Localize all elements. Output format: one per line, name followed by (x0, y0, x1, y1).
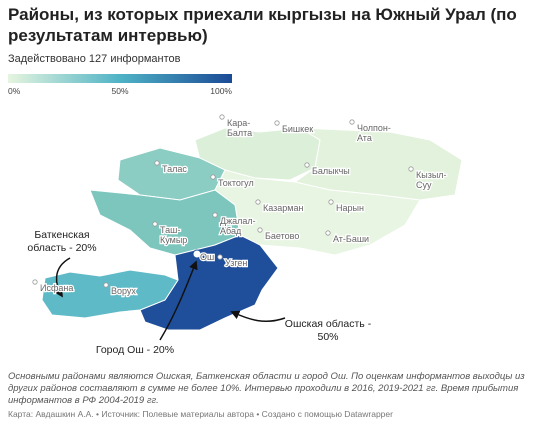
legend: 0% 50% 100% (8, 86, 232, 96)
place-label: Чолпон- (357, 123, 391, 133)
city-dot (408, 166, 414, 172)
city-dot (304, 162, 310, 168)
city-dot (32, 279, 38, 285)
arrow (159, 260, 198, 341)
place-label: Казарман (263, 203, 303, 213)
city-dot (257, 227, 263, 233)
place-label: Талас (162, 164, 187, 174)
legend-tick: 100% (210, 86, 232, 96)
place-label: Баетово (265, 231, 299, 241)
place-label: Кызыл- (416, 170, 447, 180)
annotation: Город Ош - 20% (96, 344, 174, 356)
notes: Основными районами являются Ошская, Батк… (8, 371, 525, 406)
place-label: Кара- (227, 118, 250, 128)
city-dot (219, 114, 225, 120)
city-dot (328, 199, 334, 205)
legend-bar (8, 74, 232, 83)
place-label: Абад (220, 226, 242, 236)
place-label: Токтогул (218, 178, 254, 188)
city-dot (212, 212, 218, 218)
region-batken (41, 269, 179, 319)
place-label: Ворух (111, 286, 136, 296)
city-dot (255, 199, 261, 205)
place-label: Балыкчы (312, 166, 350, 176)
place-label: Узген (225, 258, 247, 268)
subtitle: Задействовано 127 информантов (8, 53, 181, 65)
arrow (54, 257, 71, 298)
place-label: Исфана (40, 283, 73, 293)
city-osh (192, 249, 202, 259)
place-label: Балта (227, 128, 252, 138)
place-label: Джалал- (220, 216, 256, 226)
labels: Кара-Балта Бишкек Чолпон-Ата Талас Токтогул Б… (27, 114, 448, 356)
city-dot (217, 254, 223, 260)
place-label: Бишкек (282, 124, 313, 134)
place-label: Суу (416, 180, 432, 190)
place-label: Ат-Баши (333, 234, 369, 244)
footer: Карта: Авдашкин А.А. • Источник: Полевые… (8, 409, 393, 419)
place-label: Кумыр (160, 235, 187, 245)
place-label: Таш- (160, 225, 180, 235)
arrow (230, 310, 286, 323)
annotation: область - 20% (27, 242, 96, 254)
annotation: Баткенская (34, 229, 89, 241)
annotation: Ошская область - (285, 318, 372, 330)
city-dot (103, 282, 109, 288)
city-dot (154, 160, 160, 166)
title: Районы, из которых приехали кыргызы на Ю… (8, 5, 517, 45)
place-label: Ош (200, 252, 214, 262)
annotation: 50% (317, 331, 338, 343)
city-dot (325, 230, 331, 236)
legend-tick: 50% (111, 86, 128, 96)
place-label: Нарын (336, 203, 364, 213)
city-dot (152, 221, 158, 227)
place-label: Ата (357, 133, 372, 143)
city-dot (274, 120, 280, 126)
city-dot (349, 119, 355, 125)
city-dot (210, 174, 216, 180)
legend-tick: 0% (8, 86, 21, 96)
